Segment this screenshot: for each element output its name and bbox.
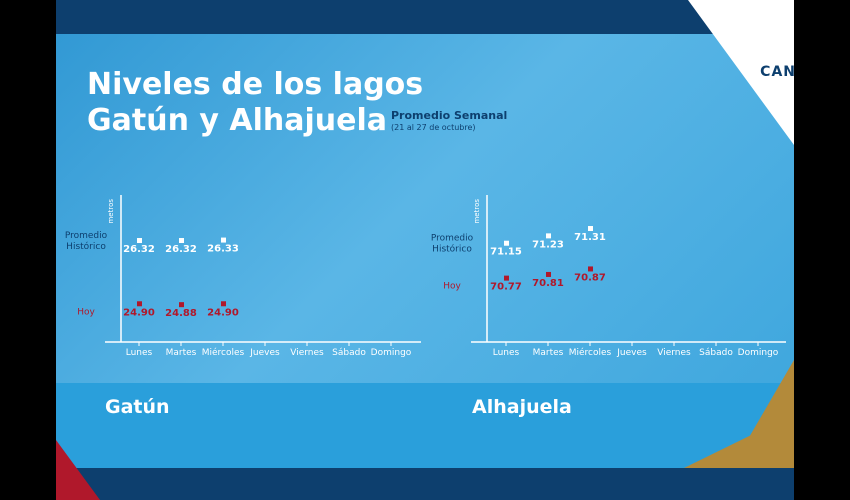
historic-point (221, 237, 226, 243)
x-tick-label: Sábado (332, 348, 366, 358)
legend-today: Hoy (443, 282, 461, 292)
historic-value-label: 71.31 (574, 232, 606, 243)
x-tick-label: Domingo (738, 348, 779, 358)
bottom-band (56, 468, 794, 500)
chart-title-alhajuela: Alhajuela (472, 396, 572, 418)
legend-historic-line-2: Histórico (66, 241, 106, 252)
infographic-slide: CAN Niveles de los lagos Gatún y Alhajue… (56, 0, 794, 500)
legend-today: Hoy (77, 307, 95, 317)
page-title-line-2: Gatún y Alhajuela (87, 103, 387, 138)
x-tick-label: Miércoles (569, 347, 612, 358)
today-value-label: 70.87 (574, 272, 606, 283)
historic-value-label: 26.32 (165, 244, 197, 255)
brand-logo-text: CAN (760, 64, 794, 80)
today-point (137, 301, 142, 307)
historic-point (546, 233, 551, 239)
y-axis-unit-label: metros (107, 199, 115, 224)
historic-value-label: 71.23 (532, 239, 564, 250)
x-tick-label: Lunes (493, 348, 520, 358)
today-value-label: 70.81 (532, 278, 564, 289)
x-tick-label: Jueves (616, 348, 647, 358)
legend-historic-line-2: Histórico (432, 244, 472, 255)
historic-point (588, 226, 593, 232)
x-tick-label: Sábado (699, 348, 733, 358)
legend-historic-line-1: Promedio (65, 231, 108, 241)
today-point (504, 275, 509, 281)
x-tick-label: Jueves (249, 348, 280, 358)
x-tick-label: Martes (166, 348, 197, 358)
historic-point (179, 238, 184, 244)
today-point (588, 266, 593, 272)
x-tick-label: Martes (533, 348, 564, 358)
today-point (546, 271, 551, 277)
page-title-line-1: Niveles de los lagos (87, 67, 424, 102)
today-value-label: 24.90 (207, 307, 239, 318)
x-tick-label: Miércoles (202, 347, 245, 358)
historic-value-label: 71.15 (490, 247, 522, 258)
charts-canvas: metros Lunes Martes Miércoles Jueves Viernes S… (65, 195, 786, 358)
today-point (179, 302, 184, 308)
x-tick-label: Viernes (290, 348, 324, 358)
today-point (221, 301, 226, 307)
historic-point (504, 240, 509, 246)
historic-point (137, 238, 142, 244)
historic-value-label: 26.33 (207, 244, 239, 255)
legend-historic-line-1: Promedio (431, 234, 474, 244)
top-band (56, 0, 794, 34)
lake-name-strip (56, 383, 794, 468)
chart-title-gatun: Gatún (105, 396, 170, 418)
today-value-label: 70.77 (490, 282, 522, 293)
today-value-label: 24.88 (165, 308, 197, 319)
x-tick-label: Viernes (657, 348, 691, 358)
historic-value-label: 26.32 (123, 244, 155, 255)
x-tick-label: Lunes (126, 348, 153, 358)
y-axis-unit-label: metros (473, 199, 481, 224)
today-value-label: 24.90 (123, 307, 155, 318)
subtitle-date-range: (21 al 27 de octubre) (391, 123, 476, 132)
x-tick-label: Domingo (371, 348, 412, 358)
subtitle-label: Promedio Semanal (391, 109, 508, 122)
